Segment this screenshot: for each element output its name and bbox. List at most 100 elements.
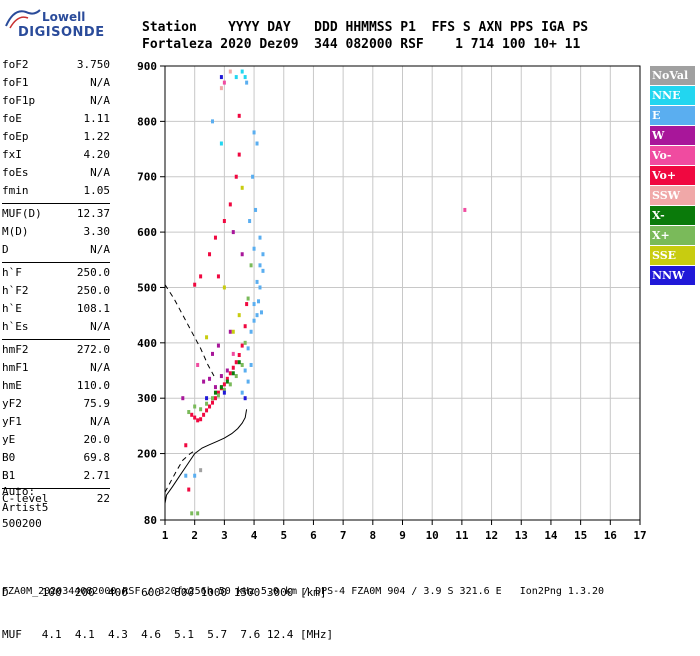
- muf-table: D 100 200 400 600 800 1000 1500 3000 [km…: [2, 558, 333, 656]
- param-value: 108.1: [76, 302, 110, 315]
- param-label: h`E: [2, 302, 22, 315]
- param-label: hmE: [2, 379, 22, 392]
- echo-point: [243, 324, 247, 329]
- echo-point: [222, 387, 226, 392]
- legend-item: X-: [650, 206, 695, 225]
- echo-point: [202, 379, 206, 384]
- param-row: C-level 22: [2, 492, 110, 510]
- echo-point: [187, 487, 191, 492]
- echo-point: [258, 285, 262, 290]
- param-label: MUF(D): [2, 207, 42, 220]
- x-tick-label: 5: [280, 529, 287, 542]
- ionogram-chart: 1 2 3 4 5 6 7 8 9 10 11 12 13 14 15 16 17802003004005006…: [137, 60, 647, 542]
- echo-point: [258, 263, 262, 268]
- param-row: h`Es N/A: [2, 320, 110, 338]
- param-row: foEs N/A: [2, 166, 110, 184]
- echo-point: [243, 368, 247, 373]
- echo-point: [211, 119, 214, 124]
- echo-point: [237, 152, 241, 157]
- echo-point: [231, 371, 235, 376]
- echo-point: [222, 80, 226, 85]
- echo-point: [219, 385, 223, 390]
- echo-point: [231, 329, 235, 334]
- param-value: N/A: [90, 166, 110, 179]
- param-value: N/A: [90, 76, 110, 89]
- echo-point: [225, 368, 229, 373]
- param-row: foF1 N/A: [2, 76, 110, 94]
- echo-point: [255, 279, 259, 284]
- echo-point: [213, 396, 217, 401]
- param-row: D N/A: [2, 243, 110, 261]
- echo-point: [222, 390, 226, 395]
- param-row: yE 20.0: [2, 433, 110, 451]
- echo-point: [245, 80, 249, 85]
- echo-point: [193, 415, 197, 420]
- echo-point: [248, 219, 252, 224]
- echo-point: [243, 75, 247, 80]
- param-label: h`F2: [2, 284, 29, 297]
- profile-extrapolation: [164, 450, 195, 493]
- echo-point: [219, 86, 223, 91]
- legend-item: W: [650, 126, 695, 145]
- echo-point: [231, 230, 235, 235]
- param-row: hmF1 N/A: [2, 361, 110, 379]
- echo-point: [219, 374, 223, 379]
- echo-point: [249, 329, 253, 334]
- x-tick-label: 4: [251, 529, 258, 542]
- echo-point: [257, 299, 261, 304]
- param-value: 250.0: [76, 266, 110, 279]
- echo-point: [225, 376, 229, 381]
- param-label: yF2: [2, 397, 22, 410]
- echo-point: [216, 393, 220, 398]
- echo-point: [258, 235, 262, 240]
- echo-point: [252, 318, 256, 323]
- param-value: 1.11: [83, 112, 111, 125]
- echo-point: [184, 443, 188, 448]
- y-tick-label: 300: [137, 392, 157, 405]
- param-label: D: [2, 243, 9, 256]
- x-tick-label: 15: [574, 529, 587, 542]
- echo-point: [234, 75, 238, 80]
- x-tick-label: 8: [370, 529, 377, 542]
- param-row: foE 1.11: [2, 112, 110, 130]
- auto-program: Artist5: [2, 501, 49, 514]
- param-row: yF1 N/A: [2, 415, 110, 433]
- echo-point: [251, 174, 255, 179]
- echo-point: [228, 382, 232, 387]
- legend-item: Vo-: [650, 146, 695, 165]
- echo-point: [240, 69, 244, 74]
- param-label: foF1: [2, 76, 29, 89]
- param-label: M(D): [2, 225, 29, 238]
- echo-point: [240, 185, 244, 190]
- param-row: B0 69.8: [2, 451, 110, 469]
- topside-profile: [164, 284, 215, 377]
- echo-point: [216, 343, 220, 348]
- echo-point: [225, 379, 229, 384]
- logo-lowell-text: Lowell: [42, 10, 86, 24]
- echo-point: [246, 346, 250, 351]
- param-value: 2.71: [83, 469, 111, 482]
- param-label: foE: [2, 112, 22, 125]
- echo-point: [216, 274, 220, 279]
- autoscaling-info: Auto: Artist5 500200: [2, 484, 48, 532]
- param-row: yF2 75.9: [2, 397, 110, 415]
- param-separator: [2, 203, 110, 204]
- param-row: MUF(D) 12.37: [2, 207, 110, 225]
- echo-point: [261, 252, 265, 257]
- echo-point: [208, 376, 212, 381]
- echo-point: [237, 353, 241, 358]
- echo-point: [205, 335, 209, 340]
- echo-point: [249, 362, 253, 367]
- x-tick-label: 14: [544, 529, 558, 542]
- echo-point: [196, 511, 200, 516]
- x-tick-label: 9: [399, 529, 406, 542]
- distance-row: D 100 200 400 600 800 1000 1500 3000 [km…: [2, 586, 327, 599]
- param-label: B1: [2, 469, 16, 482]
- param-value: N/A: [90, 243, 110, 256]
- param-label: h`F: [2, 266, 22, 279]
- echo-point: [231, 365, 235, 370]
- echo-point: [208, 404, 212, 409]
- param-row: foEp 1.22: [2, 130, 110, 148]
- param-value: 272.0: [76, 343, 110, 356]
- y-tick-label: 600: [137, 226, 157, 239]
